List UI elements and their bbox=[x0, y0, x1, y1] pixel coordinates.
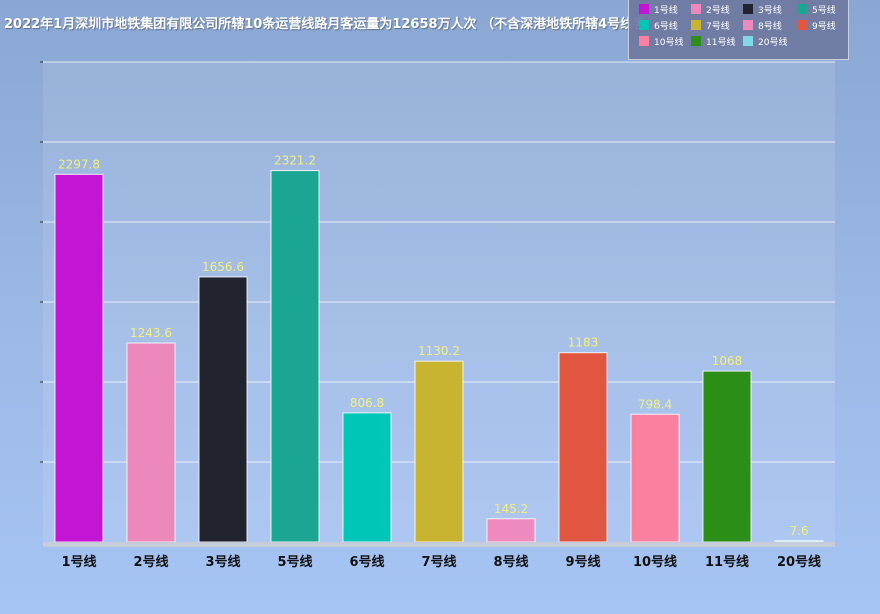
legend-swatch bbox=[691, 20, 701, 30]
bar-11号线[interactable] bbox=[702, 370, 752, 543]
x-tick-labels: 1号线 2号线 3号线 5号线 6号线 7号线 8号线 9号线 10号线 11号线 20号线 bbox=[61, 554, 821, 570]
data-label: 1130.2 bbox=[418, 344, 460, 358]
legend-label: 11号线 bbox=[706, 37, 736, 48]
x-tick-label: 1号线 bbox=[61, 554, 96, 570]
legend-swatch bbox=[691, 4, 701, 14]
legend-item[interactable]: 10号线 bbox=[639, 35, 684, 48]
x-tick-label: 6号线 bbox=[349, 554, 384, 570]
data-label: 1656.6 bbox=[202, 260, 244, 274]
data-label: 2297.8 bbox=[58, 157, 100, 171]
legend-swatch bbox=[691, 36, 701, 46]
x-tick-label: 8号线 bbox=[493, 554, 528, 570]
data-label: 7.6 bbox=[789, 524, 808, 538]
bar-1号线[interactable] bbox=[54, 173, 104, 543]
legend-item[interactable]: 3号线 bbox=[743, 3, 782, 16]
x-tick-label: 9号线 bbox=[565, 554, 600, 570]
legend-label: 1号线 bbox=[654, 5, 678, 16]
legend-item[interactable]: 9号线 bbox=[797, 19, 836, 32]
bar-20号线[interactable] bbox=[774, 540, 824, 543]
legend-label: 7号线 bbox=[706, 21, 730, 32]
legend-swatch bbox=[743, 36, 753, 46]
x-tick-label: 10号线 bbox=[633, 554, 677, 570]
x-tick-label: 7号线 bbox=[421, 554, 456, 570]
bar-6号线[interactable] bbox=[342, 412, 392, 543]
legend-item[interactable]: 11号线 bbox=[691, 35, 736, 48]
legend-label: 9号线 bbox=[812, 21, 836, 32]
data-label: 1183 bbox=[568, 336, 599, 350]
legend-swatch bbox=[639, 20, 649, 30]
legend-label: 8号线 bbox=[758, 21, 782, 32]
x-tick-label: 20号线 bbox=[777, 554, 821, 570]
x-tick-label: 3号线 bbox=[205, 554, 240, 570]
bar-3号线[interactable] bbox=[198, 276, 248, 543]
data-label: 1243.6 bbox=[130, 326, 172, 340]
data-label: 806.8 bbox=[350, 396, 384, 410]
data-labels: 2297.8 1243.6 1656.6 2321.2 806.8 1130.2 145.2… bbox=[58, 154, 809, 538]
data-label: 145.2 bbox=[494, 502, 528, 516]
legend-label: 20号线 bbox=[758, 37, 788, 48]
x-tick-label: 2号线 bbox=[133, 554, 168, 570]
x-axis-line bbox=[43, 542, 835, 547]
data-label: 798.4 bbox=[638, 397, 672, 411]
legend-label: 3号线 bbox=[758, 5, 782, 16]
x-tick-label: 11号线 bbox=[705, 554, 749, 570]
legend-swatch bbox=[639, 4, 649, 14]
legend-label: 5号线 bbox=[812, 5, 836, 16]
bars bbox=[54, 170, 824, 543]
chart-title: 2022年1月深圳市地铁集团有限公司所辖10条运营线路月客运量为12658万人次… bbox=[4, 17, 644, 32]
bar-7号线[interactable] bbox=[414, 360, 464, 543]
x-tick-label: 5号线 bbox=[277, 554, 312, 570]
data-label: 1068 bbox=[712, 354, 743, 368]
legend-item[interactable]: 20号线 bbox=[743, 35, 788, 48]
legend-swatch bbox=[797, 20, 807, 30]
legend-item[interactable]: 2号线 bbox=[691, 3, 730, 16]
legend-item[interactable]: 1号线 bbox=[639, 3, 678, 16]
legend[interactable]: 1号线 2号线 3号线 5号线 6号线 7号线 8号线 9号线 10号线 11号线 20号线 bbox=[628, 0, 849, 60]
legend-swatch bbox=[743, 4, 753, 14]
bar-5号线[interactable] bbox=[270, 170, 320, 543]
legend-label: 10号线 bbox=[654, 37, 684, 48]
legend-item[interactable]: 6号线 bbox=[639, 19, 678, 32]
bar-2号线[interactable] bbox=[126, 342, 176, 543]
legend-swatch bbox=[743, 20, 753, 30]
data-label: 2321.2 bbox=[274, 154, 316, 168]
legend-label: 6号线 bbox=[654, 21, 678, 32]
legend-item[interactable]: 8号线 bbox=[743, 19, 782, 32]
bar-8号线[interactable] bbox=[486, 518, 536, 543]
legend-item[interactable]: 5号线 bbox=[797, 3, 836, 16]
legend-swatch bbox=[639, 36, 649, 46]
bar-9号线[interactable] bbox=[558, 352, 608, 543]
legend-item[interactable]: 7号线 bbox=[691, 19, 730, 32]
legend-label: 2号线 bbox=[706, 5, 730, 16]
legend-swatch bbox=[797, 4, 807, 14]
bar-10号线[interactable] bbox=[630, 413, 680, 543]
